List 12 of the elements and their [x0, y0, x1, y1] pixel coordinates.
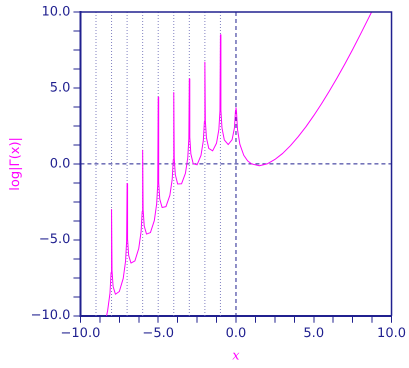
y-tick-label: 5.0: [50, 80, 70, 96]
x-tick-label: 5.0: [303, 326, 324, 341]
x-axis-title: x: [232, 348, 240, 364]
y-tick-label: 0.0: [50, 156, 70, 172]
x-tick-label: 0.0: [226, 326, 246, 341]
x-tick-label: −10.0: [60, 326, 100, 341]
x-tick-label: −5.0: [142, 326, 174, 341]
x-tick-label: 10.0: [377, 326, 406, 341]
y-axis-title: log|Γ(x)|: [8, 137, 24, 191]
y-tick-label: −10.0: [30, 308, 70, 324]
y-tick-label: −5.0: [38, 232, 70, 248]
y-tick-label: 10.0: [41, 4, 70, 20]
